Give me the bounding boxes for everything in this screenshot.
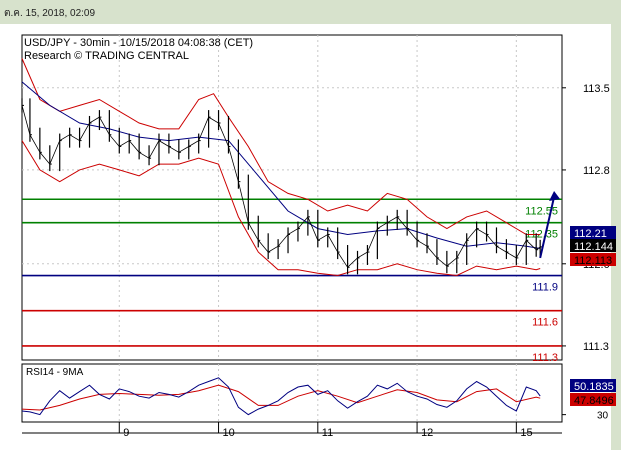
forecast-arrow-shaft [539,196,556,259]
rsi-title: RSI14 - 9MA [26,367,84,378]
time-axis-label-0: 9 [123,427,129,439]
level-label-4: 111.3 [532,352,558,364]
bollinger-upper-line [21,58,541,235]
time-axis-label-3: 12 [421,427,433,439]
level-label-0: 112.55 [525,205,558,217]
chart-header-instrument: USD/JPY - 30min - 10/15/2018 04:08:38 (C… [24,37,254,49]
forecast-arrow-head [549,191,561,202]
price-tag-bg-1 [570,239,616,252]
price-axis-label-1: 112.8 [583,165,610,177]
price-axis-label-3: 111.3 [583,341,609,353]
rsi-panel-border [21,363,563,423]
chart-frame [16,33,610,450]
price-tag-bg-0 [570,226,616,239]
timestamp-bar: ต.ค. 15, 2018, 02:09 [0,0,621,24]
level-label-3: 111.6 [532,317,558,329]
timestamp-text: ต.ค. 15, 2018, 02:09 [4,8,96,19]
chart-header-source: Research © TRADING CENTRAL [24,50,189,62]
rsi-tag-bg-0 [570,379,616,392]
rsi-tag-label-1: 47.8496 [574,395,614,407]
price-tag-label-1: 112.144 [574,241,613,253]
rsi-line [21,377,541,416]
price-tag-bg-2 [570,253,616,266]
rsi-tag-label-0: 50.1835 [574,381,614,393]
rsi-axis-label-0: 30 [597,411,609,422]
rsi-ma-line [21,384,541,411]
time-axis-label-2: 11 [322,427,333,439]
price-close-line [21,105,541,268]
price-panel-border [21,34,563,361]
level-label-2: 111.9 [532,282,558,294]
level-label-1: 112.35 [525,229,558,241]
time-axis-label-1: 10 [223,427,235,439]
bollinger-lower-line [21,140,541,277]
price-tag-label-0: 112.21 [574,228,607,240]
rsi-tag-bg-1 [570,393,616,406]
price-tag-label-2: 112.113 [574,255,612,267]
time-axis-label-4: 15 [520,427,532,439]
price-axis-label-0: 113.5 [583,83,610,95]
